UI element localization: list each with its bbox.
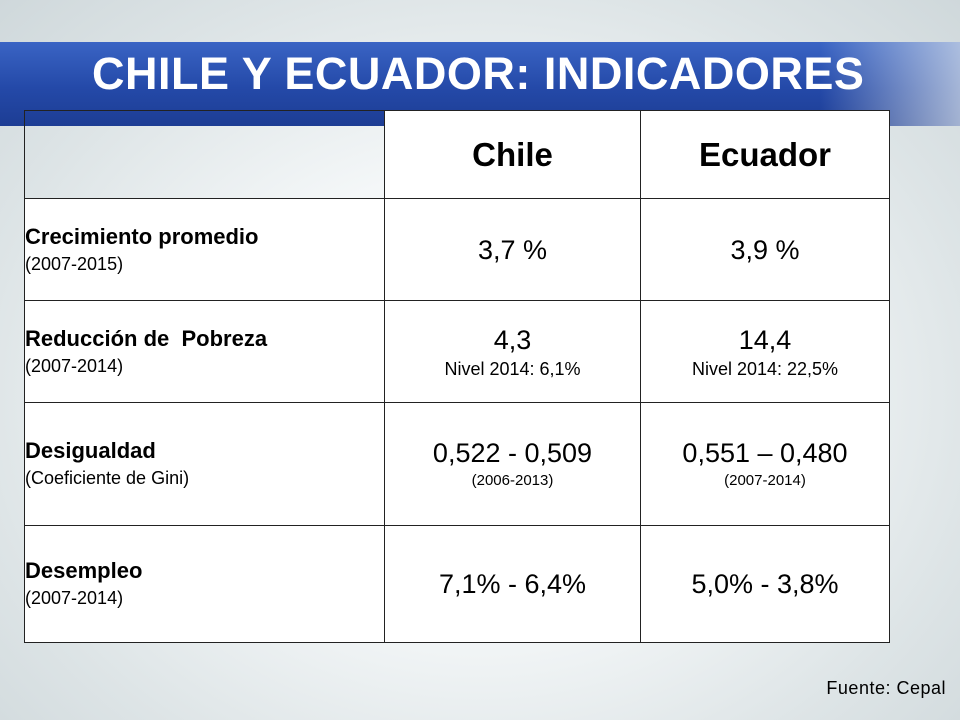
table-row: Crecimiento promedio (2007-2015) 3,7 % 3… [24,198,890,301]
row-label-cell: Reducción de Pobreza (2007-2014) [24,300,385,403]
row-label-cell: Crecimiento promedio (2007-2015) [24,198,385,301]
header-corner [24,110,385,199]
ecuador-value-cell: 0,551 – 0,480 (2007-2014) [640,402,890,526]
row-label: Reducción de Pobreza [25,325,268,351]
chile-value: 0,522 - 0,509 [432,438,593,468]
ecuador-value: 0,551 – 0,480 [682,438,848,468]
column-header-ecuador: Ecuador [640,110,890,199]
column-header-chile: Chile [384,110,641,199]
row-label: Crecimiento promedio [25,223,259,249]
ecuador-value-note: (2007-2014) [724,472,806,489]
chile-value-note: Nivel 2014: 6,1% [444,358,581,379]
chile-value-note: (2006-2013) [471,472,554,489]
chile-value: 7,1% - 6,4% [438,569,587,599]
row-sublabel: (2007-2015) [25,253,124,274]
row-sublabel: (2007-2014) [25,355,124,376]
header-row: Chile Ecuador [24,110,890,199]
indicators-table: Chile Ecuador Crecimiento promedio (2007… [24,110,890,643]
ecuador-value-cell: 3,9 % [640,198,890,301]
ecuador-value-note: Nivel 2014: 22,5% [691,358,839,379]
chile-value: 3,7 % [477,234,548,265]
ecuador-value: 5,0% - 3,8% [691,569,839,599]
chile-value-cell: 7,1% - 6,4% [384,525,641,643]
ecuador-value-cell: 14,4 Nivel 2014: 22,5% [640,300,890,403]
chile-value-cell: 0,522 - 0,509 (2006-2013) [384,402,641,526]
table-row: Reducción de Pobreza (2007-2014) 4,3 Niv… [24,300,890,403]
row-label: Desempleo [25,558,143,583]
ecuador-value-cell: 5,0% - 3,8% [640,525,890,643]
table-row: Desigualdad (Coeficiente de Gini) 0,522 … [24,402,890,526]
row-label: Desigualdad [25,438,156,463]
ecuador-value: 14,4 [738,324,792,355]
chile-value-cell: 4,3 Nivel 2014: 6,1% [384,300,641,403]
chile-value: 4,3 [493,324,532,355]
chile-value-cell: 3,7 % [384,198,641,301]
row-sublabel: (Coeficiente de Gini) [25,468,190,488]
slide-title: CHILE Y ECUADOR: INDICADORES [92,48,865,99]
row-label-cell: Desigualdad (Coeficiente de Gini) [24,402,385,526]
table-row: Desempleo (2007-2014) 7,1% - 6,4% 5,0% -… [24,525,890,643]
source-note: Fuente: Cepal [826,678,946,698]
row-sublabel: (2007-2014) [25,588,124,608]
row-label-cell: Desempleo (2007-2014) [24,525,385,643]
ecuador-value: 3,9 % [730,234,800,265]
